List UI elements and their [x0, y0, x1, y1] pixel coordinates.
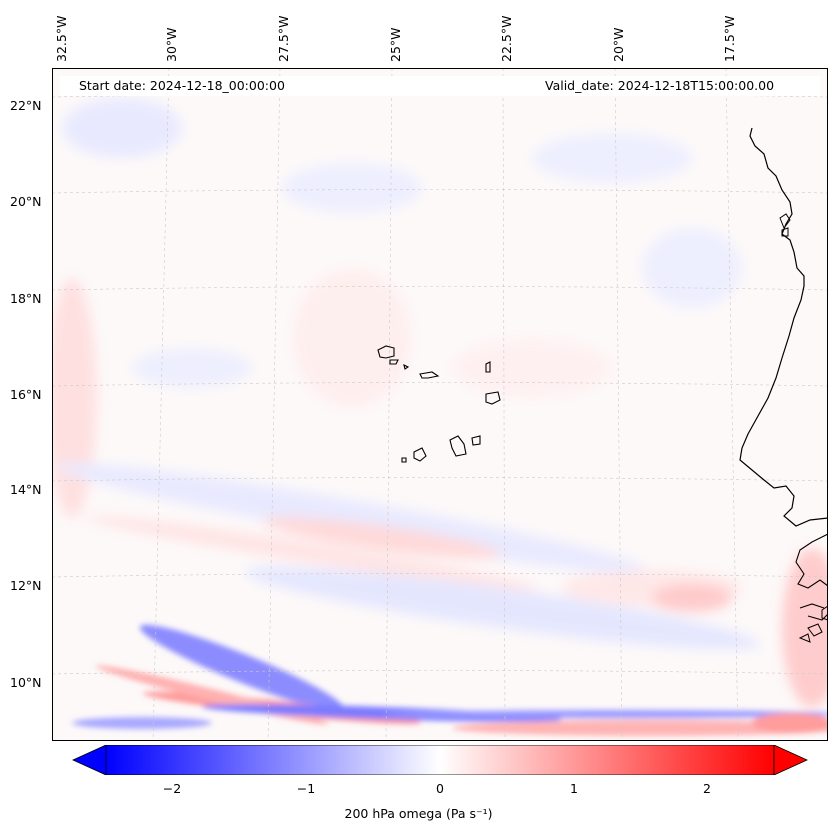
lat-label-12n: 12°N: [10, 578, 42, 593]
lat-label-14n: 14°N: [10, 482, 42, 497]
lon-label-27-5w: 27.5°W: [276, 15, 291, 62]
lon-label-22-5w: 22.5°W: [499, 15, 514, 62]
lon-label-17-5w: 17.5°W: [722, 15, 737, 62]
colorbar-extend-high: [773, 745, 808, 775]
map-panel: [52, 68, 828, 741]
lon-label-25w: 25°W: [388, 27, 403, 62]
bissagos-islands: [798, 605, 828, 643]
cape-verde-islands: [377, 345, 501, 463]
colorbar-tick-label: −1: [296, 781, 316, 796]
africa-coastline-south: [795, 533, 828, 621]
lat-label-10n: 10°N: [10, 675, 42, 690]
colorbar-tick-label: 2: [703, 781, 711, 796]
lon-label-20w: 20°W: [611, 27, 626, 62]
omega-field: [52, 98, 828, 736]
graticule: [52, 68, 828, 741]
colorbar-tick-label: 1: [570, 781, 578, 796]
lon-label-32-5w: 32.5°W: [54, 15, 69, 62]
lat-label-22n: 22°N: [10, 98, 42, 113]
colorbar-tick-label: 0: [436, 781, 444, 796]
lat-label-20n: 20°N: [10, 194, 42, 209]
africa-coastline: [739, 127, 828, 527]
lat-label-16n: 16°N: [10, 387, 42, 402]
map-frame: [52, 68, 828, 741]
lat-label-18n: 18°N: [10, 291, 42, 306]
colorbar-label: 200 hPa omega (Pa s⁻¹): [344, 806, 493, 821]
colorbar-tick-label: −2: [162, 781, 182, 796]
colorbar-body: [105, 745, 775, 775]
valid-date-label: Valid_date: 2024-12-18T15:00:00.00: [545, 78, 775, 93]
colorbar: [72, 745, 808, 775]
lon-label-30w: 30°W: [164, 27, 179, 62]
start-date-label: Start date: 2024-12-18_00:00:00: [79, 78, 285, 93]
coastal-inlet: [779, 213, 791, 237]
info-box: [60, 76, 820, 96]
colorbar-extend-low: [72, 745, 107, 775]
